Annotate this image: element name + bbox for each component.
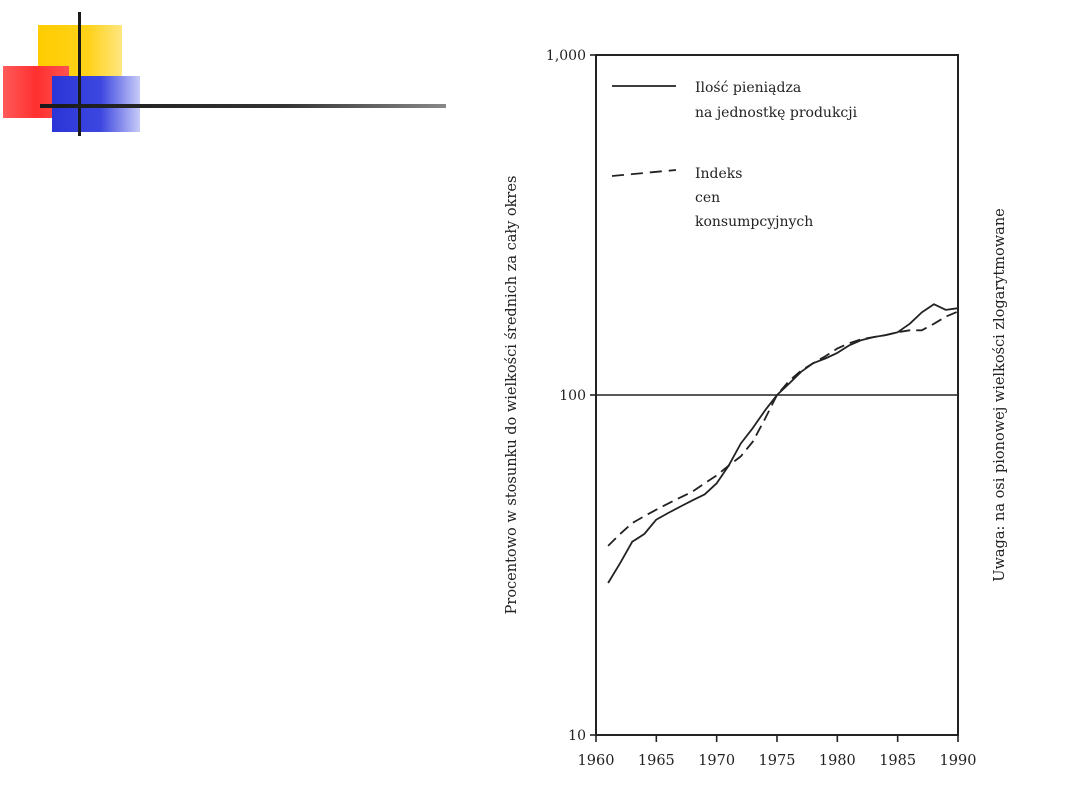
right-note: Uwaga: na osi pionowej wielkości zlogary… [992,208,1008,581]
legend-cpi-line-2: cen [695,190,720,206]
x-tick-label: 1990 [940,753,977,769]
x-tick-label: 1965 [638,753,675,769]
x-tick-label: 1985 [879,753,916,769]
series-line-money-per-unit-output [607,303,959,584]
legend-cpi-line-3: konsumpcyjnych [695,214,813,230]
y-ticks: 1,000 100 10 [546,48,596,744]
series-line-consumer-price-index [607,310,959,547]
legend-money-line-2: na jednostkę produkcji [695,105,858,121]
y-tick-label: 100 [559,388,586,404]
legend-dashed-swatch [611,169,677,177]
legend: Ilość pieniądza na jednostkę produkcji I… [611,80,858,230]
decor-vertical-line [78,12,81,136]
legend-cpi-line-1: Indeks [695,166,742,182]
x-tick-label: 1960 [578,753,615,769]
series-layer [607,303,959,584]
x-tick-label: 1975 [759,753,796,769]
x-tick-label: 1980 [819,753,856,769]
decor-horizontal-line [40,104,446,108]
y-tick-label: 10 [568,728,586,744]
line-chart: Procentowo w stosunku do wielkości średn… [504,48,1008,769]
legend-money-line-1: Ilość pieniądza [695,80,801,96]
x-ticks: 1960 1965 1970 1975 1980 1985 1990 [578,735,977,769]
x-tick-label: 1970 [698,753,735,769]
y-tick-label: 1,000 [546,48,586,64]
y-axis-label: Procentowo w stosunku do wielkości średn… [504,176,520,615]
